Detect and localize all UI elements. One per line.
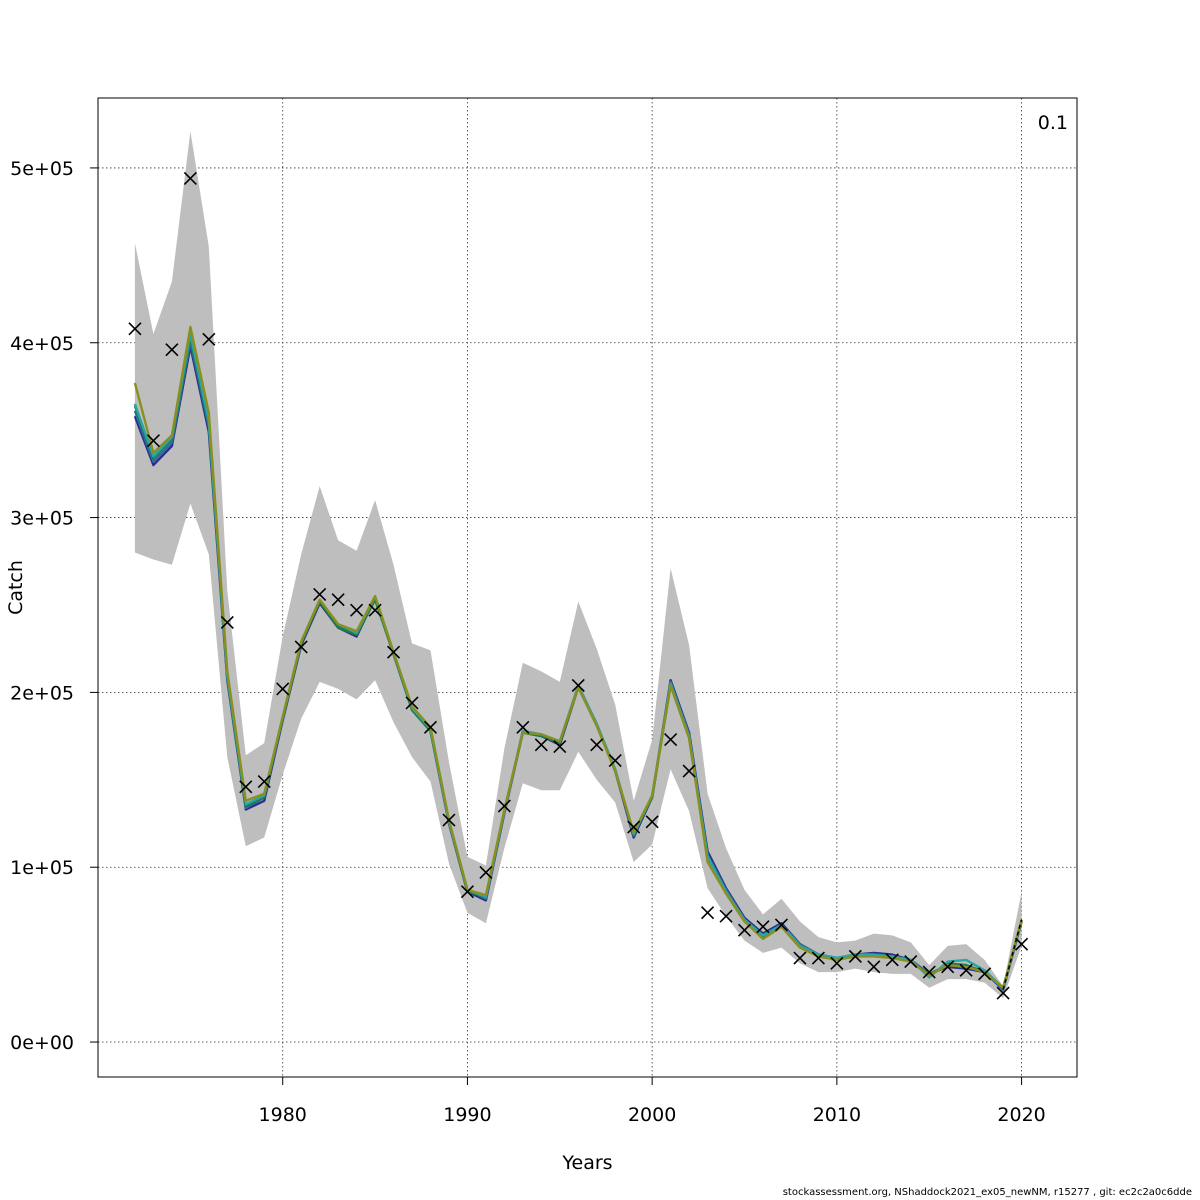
observed-point	[276, 682, 290, 696]
series-line-6	[1002, 919, 1023, 990]
observed-point	[571, 678, 585, 692]
grid-lines	[98, 98, 1077, 1077]
observed-point	[608, 754, 622, 768]
observed-point	[368, 603, 382, 617]
y-tick-label: 4e+05	[10, 333, 74, 355]
y-tick-label: 0e+00	[10, 1032, 74, 1054]
observed-point	[350, 603, 364, 617]
observed-point	[885, 953, 899, 967]
observed-point	[719, 909, 733, 923]
x-tick-label: 2020	[997, 1104, 1045, 1126]
observed-point	[1015, 937, 1029, 951]
observed-point	[331, 593, 345, 607]
observed-point	[534, 738, 548, 752]
observed-point	[165, 343, 179, 357]
observed-point	[239, 780, 253, 794]
axes: 1980 1990 2000 2010 2020 0e+00 1e+05 2e+05 3e+05…	[10, 158, 1046, 1126]
x-tick-label: 2010	[813, 1104, 861, 1126]
observed-point	[978, 967, 992, 981]
observed-point	[516, 720, 530, 734]
observed-point	[627, 820, 641, 834]
observed-point	[867, 960, 881, 974]
observed-point	[848, 949, 862, 963]
y-tick-label: 5e+05	[10, 158, 74, 180]
observed-point	[460, 885, 474, 899]
y-tick-label: 2e+05	[10, 682, 74, 704]
observed-point	[423, 720, 438, 734]
observed-point	[682, 764, 696, 778]
observed-point	[830, 956, 844, 970]
observed-point	[941, 960, 955, 974]
observed-point	[590, 738, 604, 752]
confidence-band	[134, 131, 1022, 999]
plot-frame	[97, 97, 1078, 1078]
observed-point	[257, 774, 271, 789]
footer-text: stockassessment.org, NShaddock2021_ex05_…	[782, 1187, 1192, 1198]
observed-points	[128, 171, 1029, 1000]
observed-point	[922, 965, 936, 979]
observed-point	[497, 799, 511, 813]
y-axis-title: Catch	[5, 560, 27, 615]
observed-point	[996, 986, 1010, 1000]
y-tick-label: 1e+05	[10, 857, 74, 879]
observed-point	[146, 434, 160, 448]
observed-point	[664, 733, 678, 747]
observed-point	[202, 332, 216, 346]
observed-point	[442, 813, 456, 827]
observed-point	[313, 587, 327, 602]
series-line-5	[133, 325, 1023, 989]
panel-label: 0.1	[1038, 112, 1068, 134]
observed-point	[811, 951, 825, 965]
observed-point	[701, 906, 715, 920]
observed-point	[183, 171, 197, 185]
x-axis-title: Years	[561, 1152, 612, 1174]
x-tick-label: 1990	[443, 1104, 491, 1126]
observed-point	[959, 963, 973, 977]
y-tick-label: 3e+05	[10, 508, 74, 530]
observed-point	[128, 322, 142, 336]
observed-point	[645, 815, 659, 829]
observed-point	[405, 696, 419, 710]
observed-point	[553, 740, 567, 754]
observed-point	[386, 645, 401, 659]
x-tick-label: 1980	[259, 1104, 307, 1126]
confidence-band-area	[134, 131, 1022, 999]
observed-point	[737, 923, 752, 937]
observed-point	[294, 640, 308, 654]
observed-point	[479, 865, 493, 880]
observed-point	[756, 920, 770, 934]
observed-point	[904, 955, 918, 969]
observed-point	[220, 615, 234, 630]
x-tick-label: 2000	[628, 1104, 676, 1126]
observed-point	[774, 918, 789, 932]
observed-point	[793, 951, 807, 965]
